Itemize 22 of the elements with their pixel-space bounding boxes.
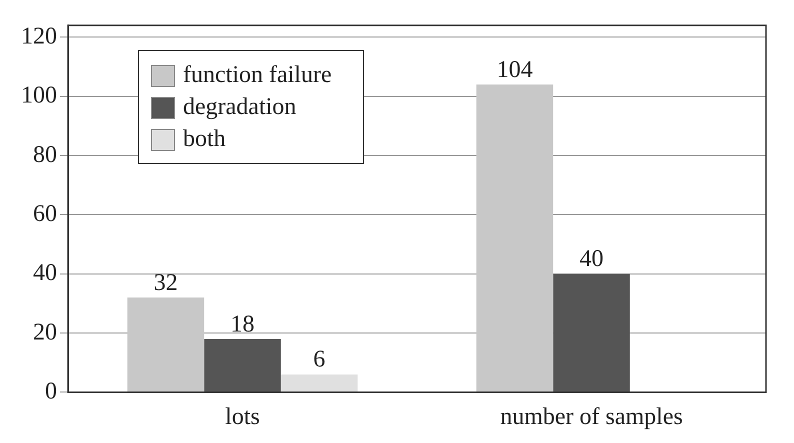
y-tick-label: 20 <box>33 319 57 346</box>
data-label: 40 <box>580 246 604 272</box>
data-label: 32 <box>154 270 178 296</box>
y-tick-label: 40 <box>33 260 57 286</box>
x-tick-label: number of samples <box>500 404 683 430</box>
bar <box>280 374 358 392</box>
data-label: 18 <box>230 311 254 338</box>
legend-label: function failure <box>183 61 332 89</box>
y-tick-label: 60 <box>33 201 57 228</box>
bar <box>476 84 554 392</box>
legend-label: degradation <box>183 93 296 121</box>
y-tick-label: 100 <box>21 82 57 109</box>
y-tick-label: 120 <box>21 24 57 50</box>
bar <box>204 338 281 392</box>
bar <box>553 274 630 392</box>
data-label: 6 <box>313 346 326 373</box>
y-tick-label: 80 <box>33 142 57 168</box>
bar <box>127 298 204 392</box>
legend-label: both <box>183 125 226 153</box>
x-tick-label: lots <box>225 404 260 430</box>
y-tick-label: 0 <box>45 378 57 404</box>
data-label: 104 <box>496 56 533 83</box>
